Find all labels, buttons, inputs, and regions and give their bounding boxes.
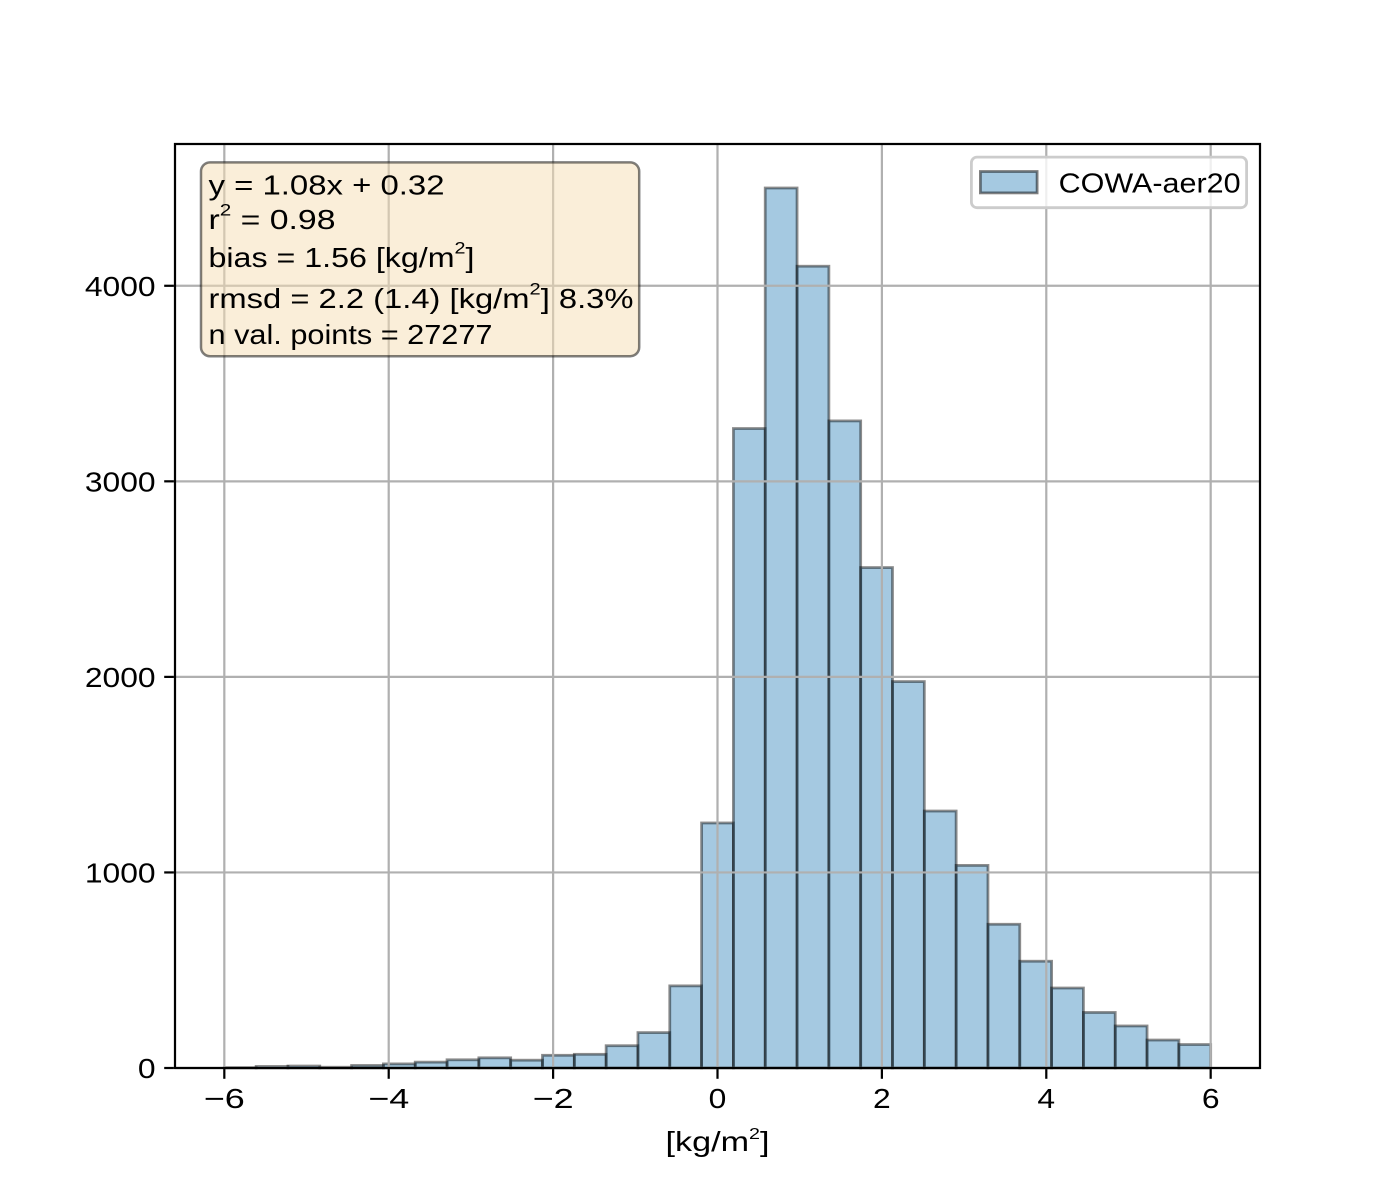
svg-text:−6: −6 — [204, 1083, 245, 1114]
svg-text:6: 6 — [1202, 1083, 1220, 1114]
svg-text:1000: 1000 — [85, 858, 156, 889]
svg-text:y = 1.08x + 0.32: y = 1.08x + 0.32 — [209, 169, 445, 200]
svg-text:4: 4 — [1037, 1083, 1055, 1114]
svg-text:COWA-aer20: COWA-aer20 — [1059, 167, 1241, 198]
svg-text:2000: 2000 — [85, 662, 156, 693]
svg-text:3000: 3000 — [85, 466, 156, 497]
svg-text:2: 2 — [873, 1083, 891, 1114]
svg-text:0: 0 — [138, 1053, 156, 1084]
svg-text:bias = 1.56 [kg/m2]: bias = 1.56 [kg/m 2] — [209, 239, 475, 274]
svg-text:rmsd = 2.2 (1.4) [kg/m2] 8.3%: rmsd = 2.2 (1.4) [kg/m 2] 8.3% — [209, 280, 634, 315]
svg-text:0: 0 — [709, 1083, 727, 1114]
svg-text:n val. points = 27277: n val. points = 27277 — [209, 319, 493, 350]
svg-text:−2: −2 — [533, 1083, 574, 1114]
svg-text:4000: 4000 — [85, 271, 156, 302]
svg-text:−4: −4 — [368, 1083, 409, 1114]
